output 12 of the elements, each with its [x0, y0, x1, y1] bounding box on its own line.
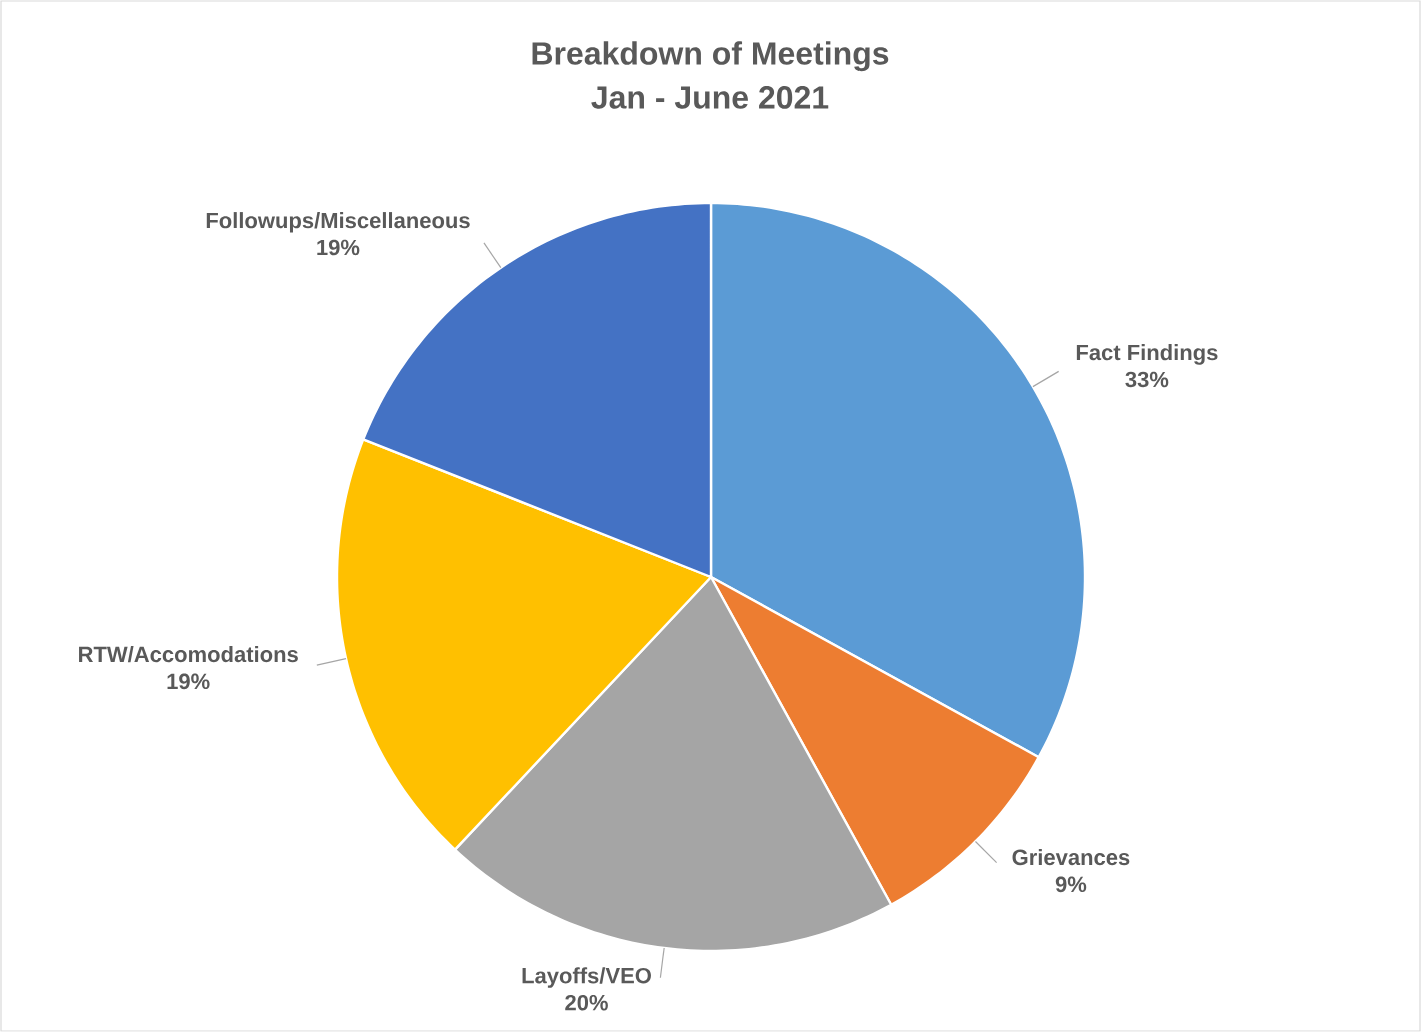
data-label: 19% — [317, 239, 360, 256]
data-label: 33% — [1125, 371, 1169, 388]
slice-label: Layoffs/VEO — [522, 967, 651, 988]
slice-label: Fact Findings — [1076, 344, 1218, 365]
slice-label: Grievances — [1012, 848, 1130, 866]
data-label: 19% — [167, 673, 210, 690]
slice-label: RTW/Accomodations — [79, 645, 298, 663]
chart-title: Breakdown of Meetings — [532, 41, 889, 72]
chart-subtitle: Jan - June 2021 — [591, 86, 829, 109]
data-label: 20% — [565, 994, 608, 1011]
slice-label: Followups/Miscellaneous — [206, 212, 470, 233]
data-label: 9% — [1055, 876, 1087, 893]
